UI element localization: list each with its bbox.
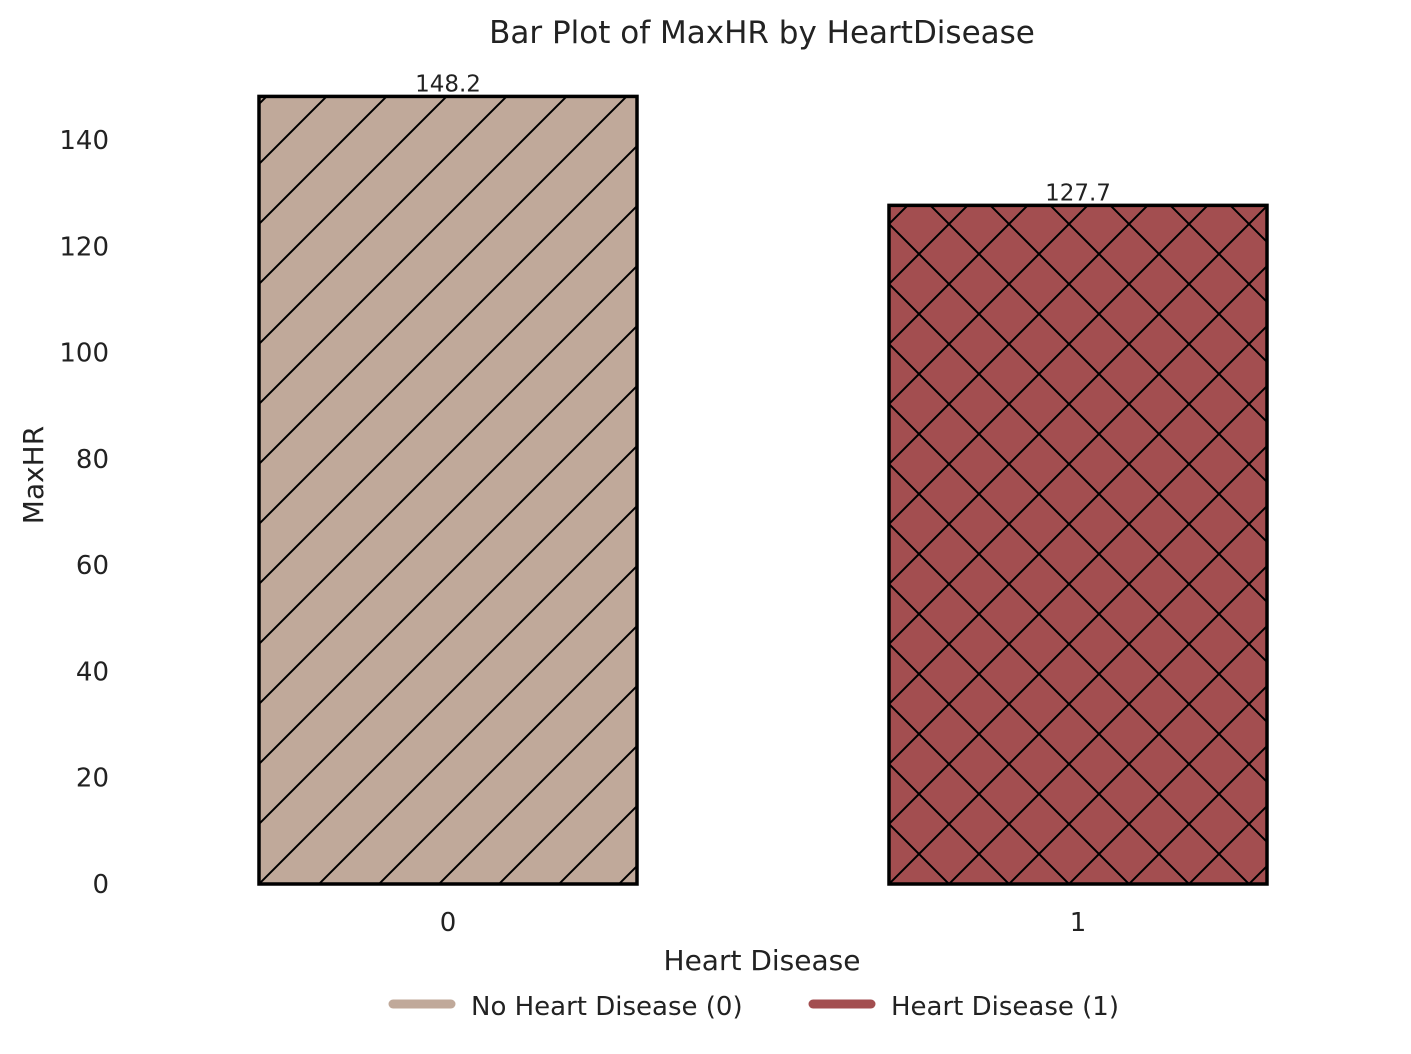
legend: No Heart Disease (0) Heart Disease (1) — [388, 992, 1119, 1022]
bar-data-label: 127.7 — [1045, 180, 1111, 206]
x-tick-label: 1 — [1070, 908, 1087, 938]
bar — [887, 203, 1269, 886]
y-tick-label: 100 — [59, 339, 109, 369]
y-axis-label: MaxHR — [17, 426, 50, 524]
y-tick-label: 20 — [76, 764, 109, 794]
legend-entry: Heart Disease (1) — [808, 992, 1119, 1022]
bars — [257, 94, 1269, 886]
bar-hatch — [259, 96, 637, 885]
y-tick-labels: 0 20 40 60 80 100 120 140 — [59, 126, 109, 900]
legend-entry: No Heart Disease (0) — [388, 992, 743, 1022]
y-tick-label: 0 — [92, 870, 109, 900]
bar — [257, 94, 639, 886]
legend-label: No Heart Disease (0) — [471, 992, 743, 1022]
bar-data-label: 148.2 — [415, 71, 481, 97]
bar-data-labels: 148.2 127.7 — [415, 71, 1111, 206]
chart-title: Bar Plot of MaxHR by HeartDisease — [489, 15, 1035, 51]
bar-hatch — [889, 205, 1267, 884]
x-tick-label: 0 — [440, 908, 457, 938]
legend-label: Heart Disease (1) — [891, 992, 1119, 1022]
y-tick-label: 40 — [76, 657, 109, 687]
y-tick-label: 60 — [76, 551, 109, 581]
y-tick-label: 140 — [59, 126, 109, 156]
x-axis-label: Heart Disease — [664, 944, 861, 977]
y-tick-label: 120 — [59, 232, 109, 262]
y-tick-label: 80 — [76, 445, 109, 475]
